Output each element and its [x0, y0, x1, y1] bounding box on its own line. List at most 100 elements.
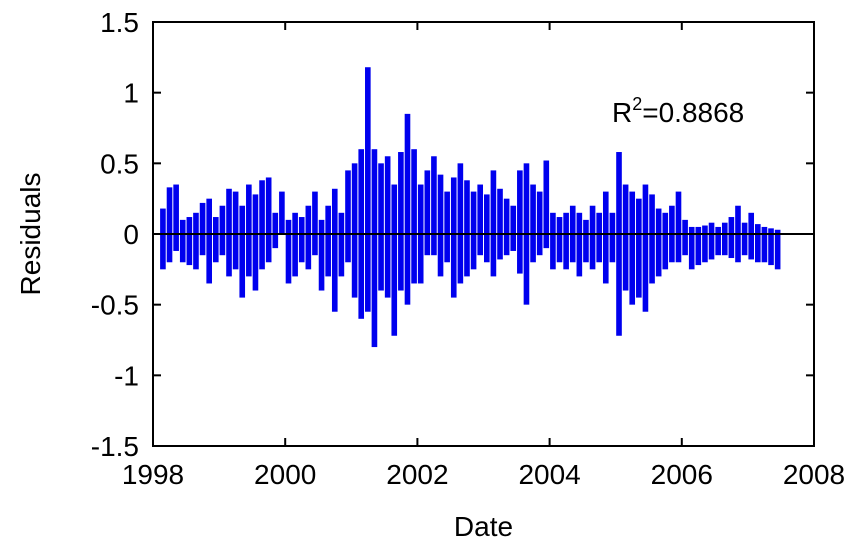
residual-bar: [457, 163, 464, 284]
residual-bar: [636, 198, 642, 298]
residual-bar: [755, 224, 761, 263]
residual-bar: [721, 222, 728, 256]
residual-bar: [345, 170, 351, 263]
residual-bar: [589, 205, 596, 270]
residual-bar: [450, 177, 457, 298]
residual-bar: [655, 208, 662, 277]
residual-bar: [576, 212, 583, 277]
residual-bar: [272, 212, 279, 249]
residual-bar: [682, 219, 688, 256]
residual-bar: [431, 156, 437, 256]
residual-bar: [179, 219, 186, 263]
residual-bar: [351, 163, 358, 298]
residual-bar: [325, 205, 331, 277]
x-tick-label: 2000: [254, 459, 316, 490]
residual-bar: [477, 184, 484, 256]
residual-bar: [530, 184, 536, 263]
residual-bar: [543, 160, 550, 249]
residual-bar: [219, 205, 226, 256]
residual-bar: [616, 152, 622, 336]
residual-bar: [609, 212, 616, 263]
y-tick-label: -0.5: [91, 290, 139, 321]
residual-bar: [318, 219, 325, 291]
r-squared-annotation: R2=0.8868: [612, 94, 744, 128]
residual-bar: [371, 149, 378, 348]
residual-bar: [193, 212, 199, 270]
residual-bar: [622, 184, 629, 291]
x-tick-label: 1998: [122, 459, 184, 490]
residual-bar: [497, 188, 503, 260]
residual-bar: [550, 212, 556, 270]
x-tick-label: 2004: [518, 459, 580, 490]
residual-bar: [688, 226, 695, 270]
y-tick-label: 1: [123, 78, 139, 109]
residual-bar: [232, 191, 239, 270]
r-squared-value: =0.8868: [642, 97, 744, 128]
residual-bar: [404, 113, 411, 305]
residual-bar: [424, 170, 431, 256]
residual-bar: [331, 188, 338, 312]
residual-bar: [444, 191, 450, 263]
residual-bar: [292, 212, 298, 277]
residual-bar: [675, 191, 682, 263]
residual-bar: [384, 156, 391, 298]
residual-bar: [715, 226, 721, 256]
y-tick-label: 0.5: [100, 148, 139, 179]
residual-bar: [305, 205, 312, 270]
residual-bar: [398, 152, 404, 291]
residual-bar: [265, 177, 272, 263]
x-axis-title: Date: [454, 511, 513, 542]
y-axis: 1.5 1 0.5 0 -0.5 -1 -1.5: [91, 7, 814, 462]
residual-bar: [411, 149, 417, 284]
residual-bar: [312, 191, 318, 256]
residual-bar: [259, 180, 265, 270]
residual-bar: [596, 212, 602, 263]
y-axis-title: Residuals: [15, 173, 46, 296]
x-tick-label: 2008: [783, 459, 845, 490]
r-squared-symbol: R: [612, 97, 632, 128]
x-axis: 1998 2000 2002 2004 2006 2008: [122, 22, 845, 490]
residual-bar: [173, 184, 179, 251]
x-tick-label: 2002: [386, 459, 448, 490]
residual-bar: [246, 184, 252, 277]
residual-bar: [298, 217, 305, 263]
residual-bar: [517, 170, 523, 274]
residual-bar: [239, 205, 246, 298]
residual-bar: [649, 194, 655, 284]
residual-bar: [563, 212, 569, 270]
y-tick-label: -1: [114, 360, 139, 391]
residual-bar: [583, 219, 589, 263]
residual-bar: [503, 198, 510, 256]
residual-bar: [556, 217, 563, 263]
residual-bar: [226, 188, 232, 277]
r-squared-superscript: 2: [632, 94, 642, 114]
residual-bar: [536, 191, 543, 256]
residual-bar: [437, 174, 444, 277]
residual-bar: [166, 187, 173, 263]
residual-bar: [761, 226, 768, 263]
residual-bar: [602, 191, 609, 284]
residual-bar: [285, 219, 292, 284]
x-tick-label: 2006: [651, 459, 713, 490]
residual-bar: [338, 212, 345, 277]
residual-bar: [279, 191, 285, 234]
residual-bar: [702, 225, 708, 263]
residual-bar: [662, 212, 669, 270]
residual-bar: [206, 198, 212, 284]
residual-bar: [629, 191, 636, 305]
residual-bar: [510, 205, 517, 251]
residual-bar: [186, 217, 193, 266]
residual-bar: [490, 170, 497, 277]
residual-bar: [470, 191, 477, 270]
residual-bar: [728, 217, 735, 259]
residual-bar: [160, 208, 166, 270]
residual-bar: [365, 67, 371, 312]
residual-bar: [212, 217, 219, 263]
residual-bar: [695, 226, 702, 266]
y-tick-label: 1.5: [100, 7, 139, 38]
residual-bar: [391, 184, 398, 336]
residual-bar: [741, 222, 748, 256]
residual-bar: [483, 194, 490, 263]
residual-bar: [464, 180, 470, 277]
